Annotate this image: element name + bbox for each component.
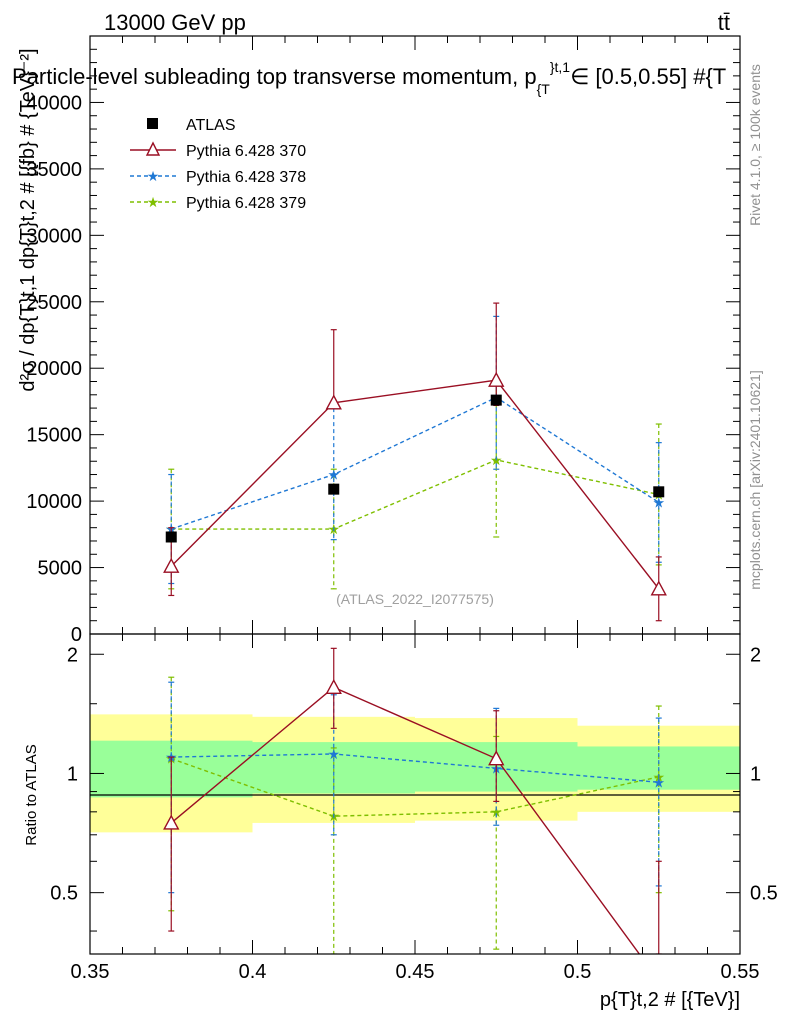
ratio-frame (89, 633, 741, 955)
atlas-data-point (490, 394, 502, 406)
x-tick-label: 0.35 (71, 961, 110, 983)
legend-atlas-label: ATLAS (186, 117, 236, 134)
atlas-data-point (653, 486, 665, 498)
y-tick-label: 30000 (26, 225, 82, 247)
x-tick-label: 0.5 (564, 961, 592, 983)
ratio-series-370-line (170, 686, 641, 954)
legend-379-marker: ★ (147, 194, 160, 210)
ratio-series-378-line (171, 753, 659, 783)
mcplots-note: mcplots.cern.ch [arXiv:2401.10621] (747, 370, 763, 589)
ratio-y-tick-label-right: 0.5 (750, 883, 778, 905)
series-378-line (171, 396, 660, 530)
ratio-y-tick-label: 0.5 (50, 883, 78, 905)
series-370-point (163, 557, 180, 573)
ratio-y-tick-label: 1 (67, 763, 78, 785)
ratio-series-378-point: ★ (652, 774, 665, 790)
ratio-series-370-point (163, 814, 180, 830)
atlas-data-point (328, 483, 340, 495)
y-axis-label-ratio: Ratio to ATLAS (23, 744, 40, 845)
ratio-series-370-point (325, 678, 342, 695)
series-378-point: ★ (327, 467, 340, 483)
ratio-y-tick-label: 2 (67, 644, 78, 666)
legend-370-marker (145, 141, 161, 156)
legend-379-label: Pythia 6.428 379 (186, 195, 306, 212)
atlas-data-point (165, 531, 177, 543)
legend-378-marker: ★ (147, 168, 160, 184)
analysis-watermark: (ATLAS_2022_I2077575) (336, 591, 494, 607)
ratio-y-tick-label-right: 1 (750, 763, 761, 785)
series-370-point (650, 580, 667, 596)
y-tick-label: 5000 (38, 558, 83, 580)
series-370-point (325, 394, 342, 410)
ratio-series-379-line (171, 757, 659, 817)
series-378-point: ★ (652, 494, 665, 510)
rivet-note: Rivet 4.1.0, ≥ 100k events (747, 64, 763, 226)
y-tick-label: 10000 (26, 491, 82, 513)
ratio-series-378-point: ★ (327, 746, 340, 762)
ratio-series-370-point (488, 750, 505, 766)
y-tick-label: 35000 (26, 159, 82, 181)
y-tick-label: 20000 (26, 358, 82, 380)
legend-370-label: Pythia 6.428 370 (186, 143, 306, 160)
y-tick-label: 40000 (26, 92, 82, 114)
series-370-point (488, 371, 505, 387)
y-tick-label: 25000 (26, 292, 82, 314)
y-tick-label: 0 (71, 624, 82, 646)
energy-label: 13000 GeV pp (104, 10, 246, 35)
process-label: tt̄ (718, 10, 730, 35)
x-tick-label: 0.45 (396, 961, 435, 983)
legend-378-label: Pythia 6.428 378 (186, 169, 306, 186)
y-tick-label: 15000 (26, 425, 82, 447)
plot-title: Particle-level subleading top transverse… (12, 59, 726, 97)
x-axis-label: p{T}t,2 # [{TeV}] (600, 989, 740, 1011)
ratio-y-tick-label-right: 2 (750, 644, 761, 666)
x-tick-label: 0.4 (239, 961, 267, 983)
ratio-series-379-point: ★ (490, 804, 503, 820)
x-tick-label: 0.55 (721, 961, 760, 983)
legend: ATLAS Pythia 6.428 370 ★ Pythia 6.428 37… (130, 117, 306, 212)
series-379-line (171, 459, 659, 530)
y-axis-label-main: d²σ / dp{T}t,1 dp{T}t,2 # [{fb} # {TeV}⁻… (17, 48, 39, 391)
series-370-line (170, 379, 660, 590)
main-panel: 0 5000 10000 15000 20000 25000 30000 35000 40000… (26, 35, 741, 646)
legend-atlas-marker (147, 118, 158, 129)
